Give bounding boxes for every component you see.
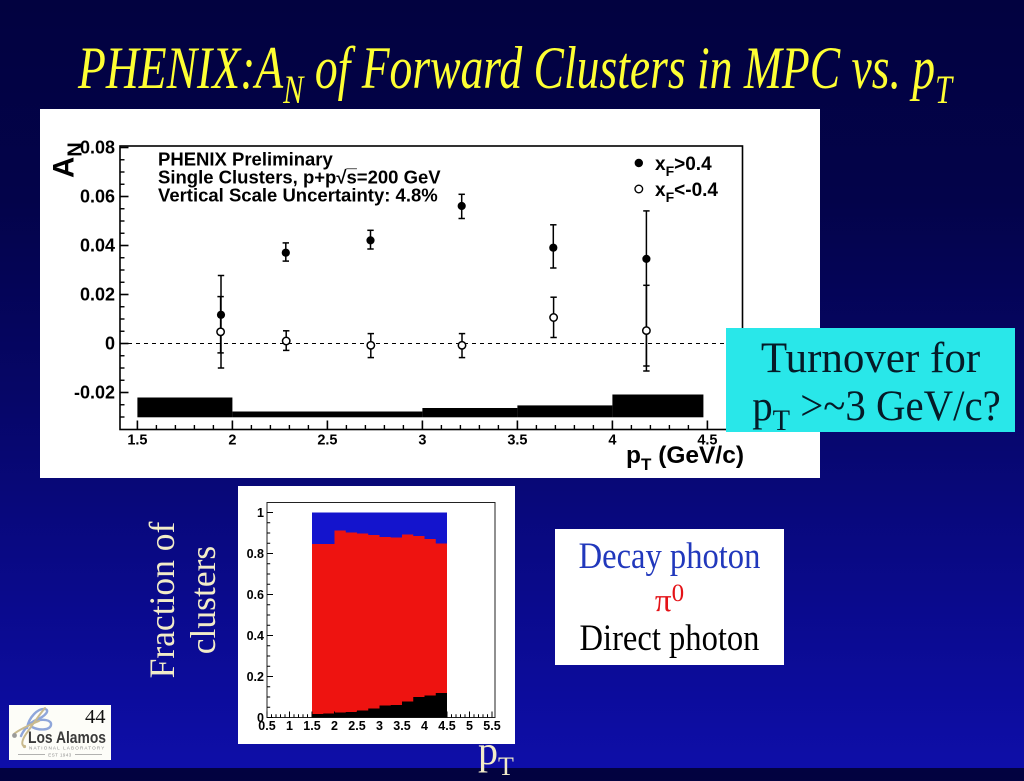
svg-text:1.5: 1.5 [127,433,147,449]
svg-text:PHENIX Preliminary: PHENIX Preliminary [158,149,334,170]
svg-text:1.5: 1.5 [303,719,320,733]
svg-text:-0.02: -0.02 [74,383,115,403]
svg-text:5.5: 5.5 [483,719,500,733]
svg-text:0.6: 0.6 [247,588,264,602]
svg-text:0.8: 0.8 [247,547,264,561]
svg-text:xF<-0.4: xF<-0.4 [655,180,718,205]
svg-text:0: 0 [105,334,115,354]
svg-text:2: 2 [228,433,236,449]
svg-text:3: 3 [418,433,426,449]
svg-text:0.2: 0.2 [247,670,264,684]
svg-text:1: 1 [286,719,293,733]
svg-text:3: 3 [376,719,383,733]
svg-text:Los Alamos: Los Alamos [28,729,106,747]
svg-text:2: 2 [331,719,338,733]
svg-text:4.5: 4.5 [697,433,717,449]
svg-text:4.5: 4.5 [438,719,455,733]
svg-text:NATIONAL LABORATORY: NATIONAL LABORATORY [29,746,105,751]
svg-text:0.04: 0.04 [80,236,115,256]
svg-text:Single Clusters, p+p√s̅=200 Ge: Single Clusters, p+p√s̅=200 GeV [158,167,441,188]
svg-text:3.5: 3.5 [393,719,410,733]
svg-text:0.02: 0.02 [80,285,115,305]
svg-text:xF>0.4: xF>0.4 [655,154,712,179]
svg-text:Vertical Scale Uncertainty: 4.: Vertical Scale Uncertainty: 4.8% [158,184,438,205]
svg-text:0: 0 [257,711,264,725]
svg-text:pT (GeV/c): pT (GeV/c) [626,442,744,474]
svg-text:EST 1943: EST 1943 [48,753,72,758]
svg-text:0.06: 0.06 [80,187,115,207]
svg-text:0.08: 0.08 [80,138,115,158]
svg-text:3.5: 3.5 [507,433,527,449]
svg-text:AN: AN [48,142,87,178]
svg-text:1: 1 [257,506,264,520]
svg-text:0.5: 0.5 [258,719,275,733]
svg-text:2.5: 2.5 [348,719,365,733]
svg-text:4: 4 [608,433,616,449]
svg-text:5: 5 [466,719,473,733]
svg-text:0.4: 0.4 [247,629,264,643]
svg-text:2.5: 2.5 [317,433,337,449]
svg-text:4: 4 [421,719,428,733]
